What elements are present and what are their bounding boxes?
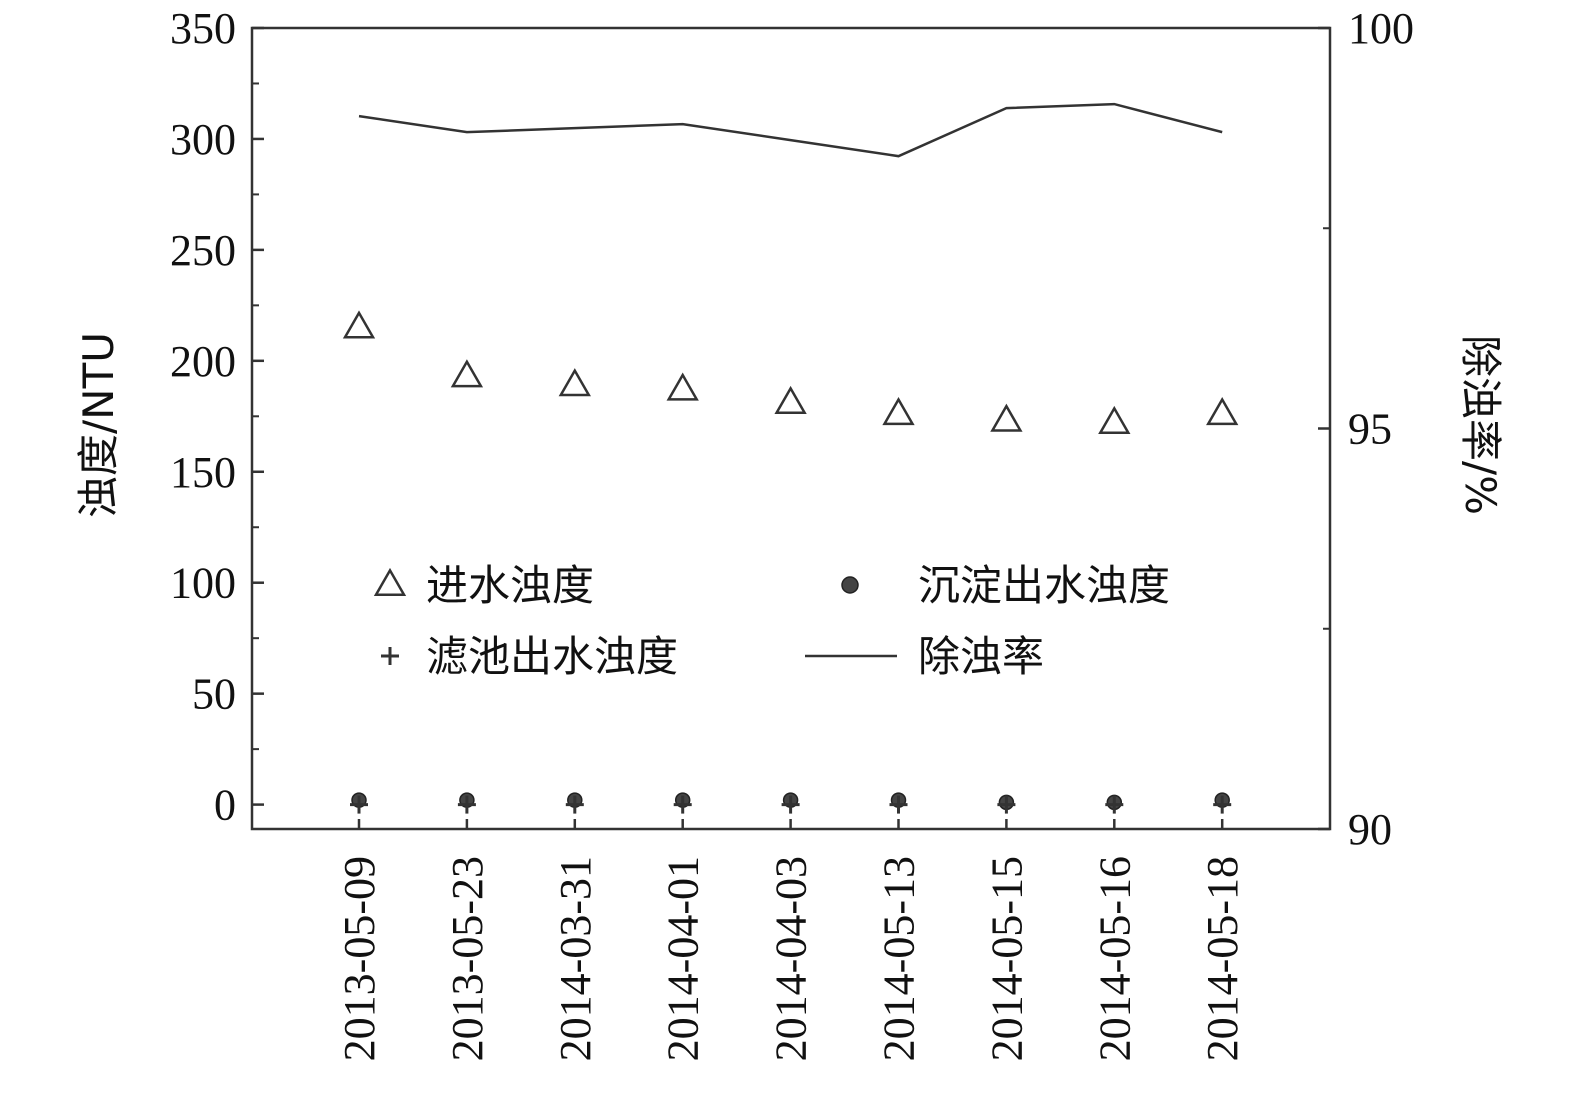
x-tick-label: 2014-04-01: [659, 856, 708, 1061]
filter-effluent-point: [1105, 795, 1124, 814]
left-tick-label: 0: [214, 781, 236, 830]
x-tick-label: 2014-03-31: [551, 856, 600, 1061]
legend-label: 滤池出水浊度: [426, 632, 678, 681]
filter-effluent-point: [457, 795, 476, 814]
legend-label: 沉淀出水浊度: [918, 561, 1170, 610]
influent-turbidity-point: [990, 403, 1023, 432]
influent-turbidity-point: [666, 372, 699, 401]
influent-turbidity-point: [1098, 405, 1131, 434]
filter-effluent-point: [565, 795, 584, 814]
left-axis-title: 浊度/NTU: [74, 332, 123, 518]
legend-marker-circle: [841, 576, 859, 594]
legend-marker-triangle: [373, 567, 407, 596]
filter-effluent-point: [350, 795, 368, 814]
x-tick-label: 2013-05-23: [443, 856, 492, 1061]
left-tick-label: 300: [170, 115, 236, 164]
filter-effluent-point: [781, 795, 800, 814]
influent-turbidity-point: [882, 396, 915, 426]
filter-effluent-point: [997, 795, 1016, 814]
filter-effluent-point: [889, 795, 908, 814]
left-tick-label: 50: [192, 670, 236, 719]
right-tick-label: 100: [1348, 4, 1414, 53]
influent-turbidity-point: [558, 368, 591, 397]
series-layer: [342, 102, 1239, 814]
influent-turbidity-point: [342, 310, 376, 339]
plot-frame: [250, 26, 1332, 831]
legend-label: 除浊率: [918, 632, 1044, 681]
left-tick-label: 250: [170, 226, 236, 275]
filter-effluent-point: [1213, 795, 1232, 814]
right-tick-label: 90: [1348, 805, 1392, 854]
left-tick-label: 150: [170, 448, 236, 497]
removal-rate-line: [358, 102, 1223, 158]
left-tick-label: 200: [170, 337, 236, 386]
x-tick-label: 2014-04-03: [767, 856, 816, 1061]
legend-marker-plus: [381, 647, 399, 665]
x-tick-label: 2014-05-15: [982, 856, 1031, 1061]
left-tick-label: 350: [170, 4, 236, 53]
x-tick-label: 2014-05-18: [1198, 856, 1247, 1061]
left-axis: 0 50 100 150 200 250 300 350: [170, 4, 264, 830]
influent-turbidity-point: [1206, 396, 1239, 426]
x-tick-label: 2014-05-13: [875, 856, 924, 1061]
influent-turbidity-point: [774, 385, 807, 414]
right-tick-label: 95: [1348, 405, 1392, 454]
legend-label: 进水浊度: [426, 561, 594, 610]
filter-effluent-point: [673, 795, 692, 814]
left-tick-label: 100: [170, 559, 236, 608]
x-tick-label: 2013-05-09: [335, 856, 384, 1061]
right-axis: 90 95 100: [1318, 4, 1414, 854]
right-axis-title: 除浊率/%: [1456, 335, 1505, 515]
influent-turbidity-point: [450, 359, 484, 388]
x-axis: 2013-05-09 2013-05-23 2014-03-31 2014-04-01…: [335, 819, 1247, 1061]
x-tick-label: 2014-05-16: [1090, 856, 1139, 1061]
